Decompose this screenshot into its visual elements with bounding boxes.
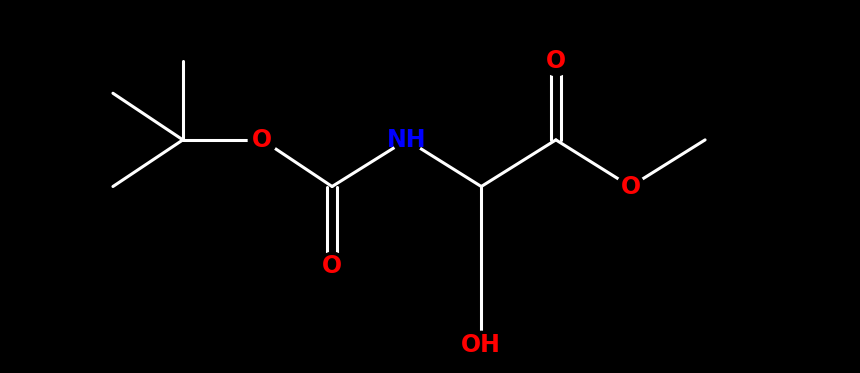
Text: O: O — [620, 175, 641, 198]
Text: OH: OH — [461, 333, 501, 357]
Text: O: O — [322, 254, 342, 278]
Text: O: O — [252, 128, 273, 152]
Text: O: O — [546, 48, 566, 73]
Text: NH: NH — [387, 128, 427, 152]
